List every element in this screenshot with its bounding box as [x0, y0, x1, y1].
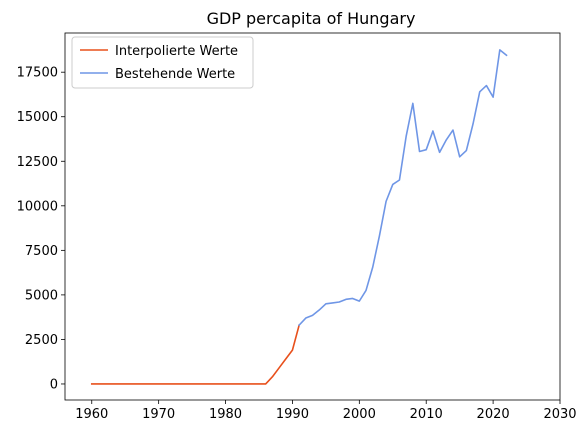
y-tick-label: 7500: [25, 244, 58, 259]
y-tick-label: 5000: [25, 288, 58, 303]
axes: 1960 1970 1980 1990 2000 2010 2020 2030 0 2500 500…: [17, 32, 577, 422]
x-tick-label: 1960: [75, 407, 108, 422]
y-tick-label: 0: [50, 377, 58, 392]
legend-label-bestehende: Bestehende Werte: [115, 67, 235, 82]
chart-title: GDP percapita of Hungary: [207, 9, 416, 28]
x-tick-label: 2020: [477, 407, 510, 422]
plot-frame: [64, 32, 561, 401]
y-tick-label: 10000: [17, 199, 58, 214]
y-tick-label: 17500: [17, 66, 58, 81]
x-tick-label: 2010: [410, 407, 443, 422]
series-layer: [90, 49, 508, 385]
x-tick-label: 2030: [543, 407, 576, 422]
y-tick-label: 12500: [17, 155, 58, 170]
series-line-1: [297, 49, 508, 327]
legend-box: [71, 36, 254, 89]
y-tick-label: 15000: [17, 110, 58, 125]
series-line-0: [90, 324, 301, 385]
x-tick-label: 1980: [209, 407, 242, 422]
legend: Interpolierte Werte Bestehende Werte: [71, 36, 254, 89]
x-tick-label: 1990: [276, 407, 309, 422]
x-tick-label: 2000: [343, 407, 376, 422]
legend-label-interpolierte: Interpolierte Werte: [115, 44, 238, 59]
y-tick-label: 2500: [25, 333, 58, 348]
x-tick-label: 1970: [142, 407, 175, 422]
